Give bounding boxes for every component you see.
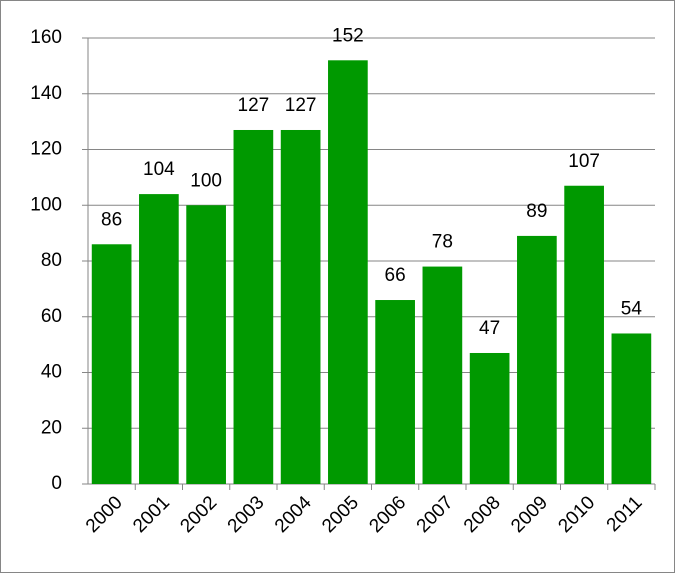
y-tick-label: 100: [30, 194, 62, 215]
data-label: 127: [285, 95, 317, 116]
data-label: 54: [621, 298, 643, 319]
bar: [328, 60, 368, 485]
data-label: 152: [332, 25, 364, 46]
bar: [517, 235, 557, 484]
data-label: 127: [238, 95, 270, 116]
data-label: 78: [432, 232, 453, 253]
bar: [186, 205, 226, 484]
y-tick-label: 20: [41, 417, 62, 438]
y-tick-label: 140: [30, 83, 62, 104]
data-label: 100: [190, 170, 222, 191]
bar: [564, 185, 604, 485]
y-tick-label: 0: [51, 473, 62, 494]
bar: [139, 194, 179, 484]
bar: [280, 129, 321, 485]
bar: [422, 266, 463, 484]
data-label: 86: [101, 209, 122, 230]
y-tick-label: 120: [30, 139, 62, 160]
bar: [611, 333, 652, 484]
bar: [91, 244, 132, 484]
data-label: 66: [385, 265, 406, 286]
data-label: 47: [479, 318, 500, 339]
bar: [233, 129, 274, 485]
data-label: 107: [568, 151, 600, 172]
y-tick-label: 60: [41, 306, 62, 327]
y-tick-label: 160: [30, 27, 62, 48]
y-tick-label: 80: [41, 250, 62, 271]
data-label: 104: [143, 159, 175, 180]
bar: [469, 352, 510, 484]
y-tick-label: 40: [41, 362, 62, 383]
bar: [375, 300, 415, 484]
data-label: 89: [526, 201, 547, 222]
